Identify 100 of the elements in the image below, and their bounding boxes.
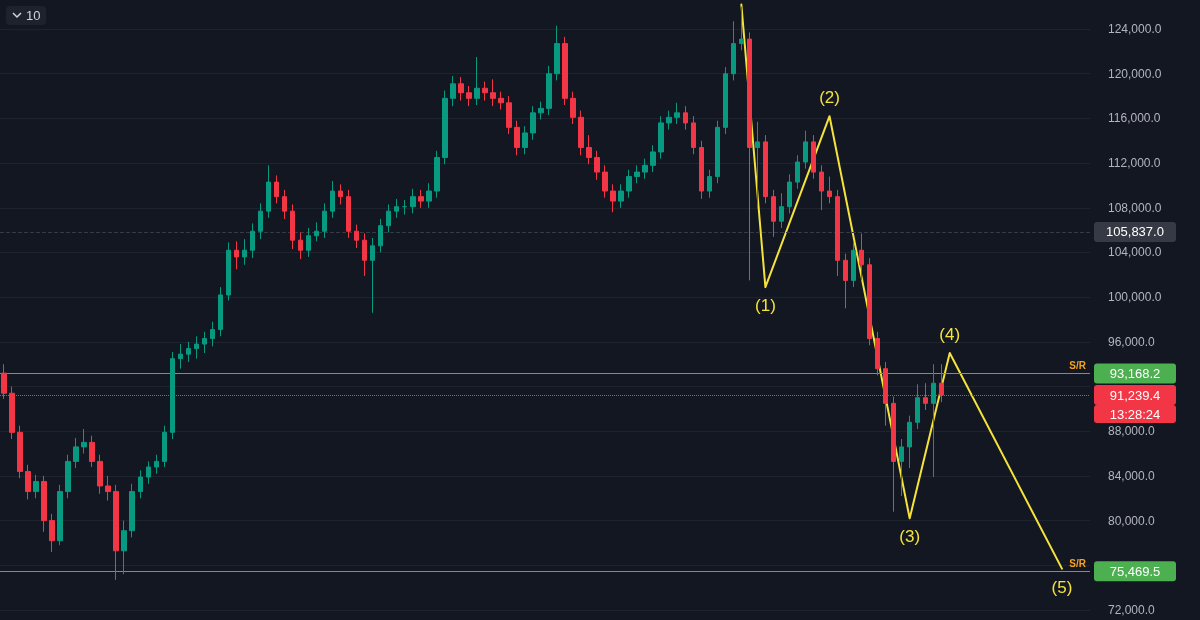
candlestick	[562, 36, 568, 106]
candlestick	[819, 164, 824, 211]
annotation: S/R	[1069, 557, 1087, 569]
candlestick	[113, 484, 119, 581]
candlestick	[394, 198, 399, 219]
candlestick	[803, 130, 808, 170]
y-tick-label: 72,000.0	[1108, 603, 1156, 617]
candlestick	[362, 233, 367, 277]
candlestick	[707, 169, 712, 199]
annotation: (2)	[819, 88, 840, 108]
candlestick	[755, 121, 760, 209]
candlestick	[594, 150, 600, 181]
candlestick	[354, 224, 359, 249]
candlestick	[226, 241, 231, 302]
candlestick	[498, 91, 504, 110]
annotation: (4)	[939, 325, 961, 345]
candlestick	[25, 464, 31, 500]
candlestick	[250, 222, 255, 259]
candlestick	[546, 65, 552, 116]
candlestick	[811, 134, 816, 180]
candlestick	[49, 513, 55, 553]
candlestick	[570, 91, 576, 125]
annotation: (5)	[1051, 577, 1073, 597]
candlestick	[41, 475, 47, 533]
candlestick	[915, 383, 920, 430]
candlestick	[458, 76, 464, 102]
candlestick	[835, 189, 840, 277]
candlestick	[843, 253, 848, 309]
candlestick	[57, 484, 63, 546]
candlestick	[578, 110, 584, 156]
candlestick	[691, 115, 696, 155]
annotation: (3)	[899, 527, 921, 547]
candlestick	[322, 202, 327, 239]
candlestick	[899, 438, 904, 497]
ref-line-label: 105,837.0	[1106, 224, 1164, 240]
candlestick	[715, 120, 720, 184]
candlestick	[795, 154, 800, 190]
candlestick	[739, 6, 744, 51]
candlestick	[154, 454, 159, 475]
candlestick	[482, 81, 488, 102]
candlestick	[618, 183, 624, 209]
candlestick	[522, 125, 528, 155]
annotation: (1)	[755, 296, 776, 316]
candlestick	[931, 363, 936, 478]
candlestick	[346, 189, 351, 239]
candlestick	[81, 428, 87, 455]
candlestick	[178, 343, 183, 370]
candlestick	[771, 189, 776, 238]
candlestick	[490, 78, 496, 107]
ref-line-label: 75,469.5	[1109, 563, 1161, 579]
candlestick	[258, 202, 263, 240]
candlestick	[170, 351, 175, 440]
candlestick	[723, 66, 728, 135]
candlestick	[747, 31, 752, 281]
candlestick	[554, 25, 560, 81]
candlestick	[89, 435, 95, 468]
candlestick	[266, 164, 271, 219]
candlestick	[731, 20, 736, 81]
candlestick	[674, 102, 680, 125]
candlestick	[418, 189, 424, 209]
candlestick	[426, 182, 432, 209]
candlestick	[162, 425, 167, 468]
candlestick	[466, 85, 472, 107]
candlestick	[386, 203, 391, 233]
candlestick	[875, 331, 880, 376]
y-tick-label: 100,000.0	[1108, 290, 1162, 305]
y-tick-label: 108,000.0	[1108, 200, 1162, 215]
candlestick	[586, 134, 592, 165]
candlestick	[442, 89, 448, 165]
candlestick	[626, 169, 632, 199]
candlestick	[474, 56, 480, 106]
candlestick	[370, 237, 375, 314]
ref-line-label: 91,239.4	[1109, 387, 1161, 403]
candlestick	[146, 460, 151, 485]
y-tick-label: 116,000.0	[1108, 111, 1161, 126]
candlestick	[330, 180, 335, 219]
candlestick	[683, 105, 688, 131]
candlestick	[514, 120, 520, 156]
candlestick	[658, 115, 664, 160]
candlestick	[194, 335, 199, 360]
y-tick-label: 112,000.0	[1108, 156, 1161, 171]
candlestick	[787, 173, 792, 214]
candlestick	[634, 164, 640, 184]
annotation: S/R	[1069, 360, 1087, 372]
candlestick	[410, 188, 416, 214]
candlestick	[129, 483, 135, 538]
candlestick	[210, 321, 215, 347]
candlestick	[33, 474, 39, 499]
candlestick	[73, 437, 79, 469]
line-series	[740, 3, 1063, 570]
candlestick	[650, 144, 656, 173]
candlestick	[121, 520, 127, 575]
candlestick	[290, 203, 295, 250]
candlestick	[314, 221, 319, 242]
candlestick	[65, 454, 71, 499]
candlestick	[530, 105, 536, 141]
y-tick-label: 120,000.0	[1108, 66, 1162, 81]
candlestick	[450, 75, 456, 107]
candlestick	[17, 425, 23, 479]
y-tick-label: 84,000.0	[1108, 468, 1156, 483]
